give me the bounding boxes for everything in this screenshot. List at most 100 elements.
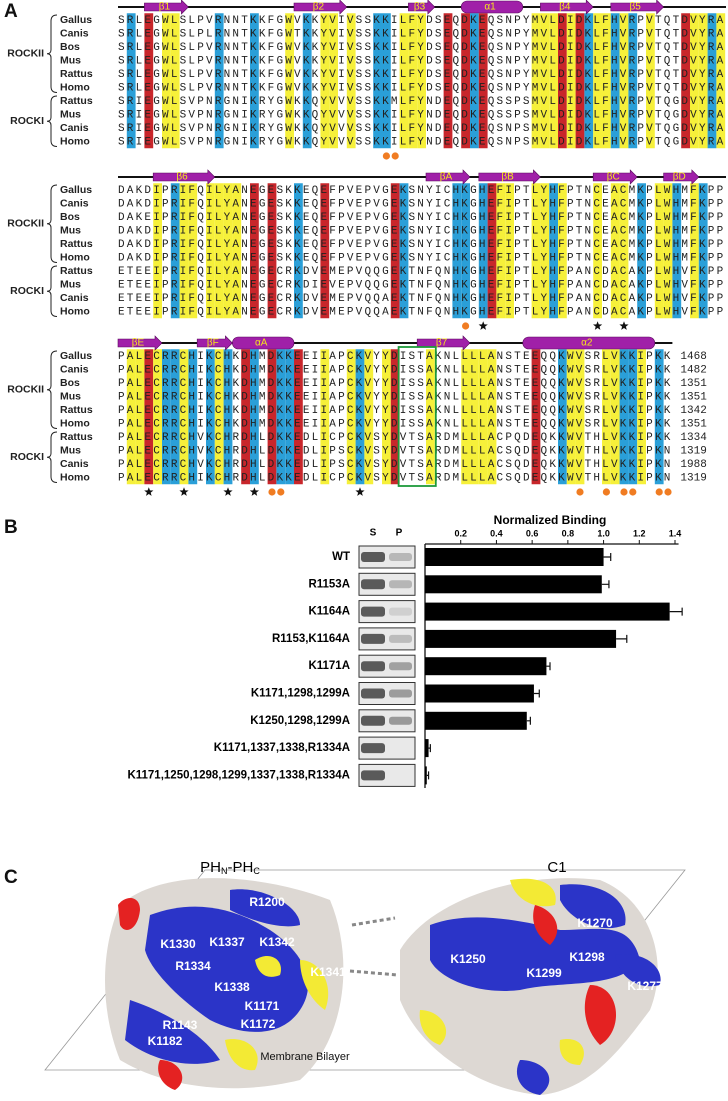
conserved-column (285, 13, 294, 149)
marker-star (249, 487, 259, 496)
conserved-column (707, 13, 717, 149)
species-name: Mus (60, 390, 81, 402)
species-name: Gallus (60, 14, 92, 26)
species-name: Bos (60, 41, 80, 53)
marker-star (593, 321, 603, 330)
conserved-column (505, 183, 514, 319)
conserved-column (584, 13, 594, 149)
highlight-box (397, 346, 437, 487)
gel-band (389, 607, 412, 616)
conserved-column (452, 183, 462, 319)
marker-star (144, 487, 154, 496)
marker-dot (391, 152, 399, 160)
strand-arrow (592, 169, 638, 185)
c1-domain-surface (400, 878, 661, 1095)
conserved-column (232, 183, 242, 319)
species-name: Mus (60, 54, 81, 66)
group-name: ROCKI (10, 451, 44, 463)
helix (522, 336, 656, 350)
conserved-column (716, 13, 726, 149)
marker-dot (462, 322, 470, 330)
residue-label: R1334 (175, 959, 211, 973)
residue-number: 1351 (680, 391, 707, 403)
helix (460, 0, 524, 14)
conserved-column (610, 183, 620, 319)
species-name: Canis (60, 363, 89, 375)
gel-band (389, 553, 412, 561)
bar (425, 602, 670, 621)
residue-number: 1482 (680, 364, 706, 376)
gel-band (361, 688, 385, 699)
residue-number: 1342 (680, 405, 706, 417)
gel-frame (358, 627, 416, 651)
title-part: N (221, 866, 228, 876)
gel-band (361, 661, 385, 672)
error-bar (546, 662, 551, 671)
marker-dot (620, 488, 628, 496)
helix (232, 336, 295, 350)
sequence: DAKDIPRIFQILYANEGESKKEQEFPVEPVGEKSNYICHK… (118, 225, 724, 237)
conserved-column (276, 349, 286, 485)
sequence: ETEEIPRIFQILYANEGECRKDVEMEPVQQAEKTNFQNHK… (118, 306, 724, 318)
species-name: Rattus (60, 265, 93, 277)
sequence: SRIEGWLSVPNRGNIKRYGWKKQYVVVSSKKILFYNDEQD… (118, 123, 724, 135)
sequence: SRLEGWLSLPVRNNTKKFGWVKKYVIVSSKKILFYDSEQD… (118, 82, 724, 94)
species-name: Rattus (60, 95, 93, 107)
residue-label: K1172 (241, 1017, 276, 1031)
conserved-column (144, 13, 154, 149)
conserved-column (531, 13, 541, 149)
residue-label: K1277 (627, 979, 663, 993)
conserved-column (646, 13, 655, 149)
group-name: ROCKII (7, 384, 44, 396)
conserved-column (170, 183, 180, 319)
marker-dot (664, 488, 672, 496)
conserved-column (179, 183, 189, 319)
conserved-column (531, 183, 541, 319)
x-tick-label: 1.4 (669, 528, 682, 538)
marker-dot (576, 488, 584, 496)
residue-label: K1338 (214, 980, 250, 994)
conserved-column (241, 349, 250, 485)
conserved-column (461, 13, 470, 149)
category-label: R1153A (308, 578, 350, 590)
sequence: SRIEGWLSVPNRGNIKRYGWKKQYVVVSSKKILFYNDEQD… (118, 109, 724, 121)
x-axis-title: Normalized Binding (494, 513, 607, 527)
gel-frame (358, 545, 416, 569)
sequence: PALECRRCHVKCHRDHLDKKEDLIPSCKVSYDVTSARDML… (118, 445, 670, 457)
sequence: DAKDIPRIFQILYANEGESKKEQEFPVEPVGEKSNYICHK… (118, 185, 724, 197)
species-name: Canis (60, 197, 89, 209)
conserved-column (558, 13, 567, 149)
conserved-column (417, 13, 426, 149)
sequence: PALECRRCHIKCHRDHLDKKEDLICPCKVSYDVTSARDML… (118, 472, 670, 484)
species-name: Canis (60, 292, 89, 304)
gel-band (361, 770, 385, 781)
conserved-column (619, 183, 629, 319)
sequence: SRLEGWLSLPVRNNTKKFGWVKKYVIVSSKKILFYDSEQD… (118, 55, 724, 67)
strand-arrow (196, 335, 233, 351)
gel-band (361, 743, 385, 754)
panel-label: C (4, 867, 18, 888)
gel-band (389, 689, 412, 698)
conserved-column (540, 183, 550, 319)
sequence: ETEEIPRIFQILYANEGECRKDIEVEPVQQGEKTNFQNHK… (118, 279, 724, 291)
conserved-column (188, 349, 198, 485)
species-name: Mus (60, 108, 81, 120)
conserved-column (637, 349, 646, 485)
conserved-column (214, 13, 224, 149)
structure-label: β7 (436, 338, 448, 349)
structure-label: βC (607, 172, 620, 183)
sequence: PALECRRCHVKCHRDHLDKKEDLICPCKVSYDVTSARDML… (118, 432, 671, 444)
conserved-column (355, 349, 365, 485)
conserved-column (399, 183, 409, 319)
linker (351, 916, 396, 927)
conserved-column (610, 13, 620, 149)
conserved-column (364, 349, 374, 485)
x-tick-label: 0.2 (454, 528, 467, 538)
error-bar (603, 553, 612, 561)
domain-title: C1 (547, 859, 566, 876)
conserved-column (602, 349, 611, 485)
residue-number: 1988 (680, 459, 706, 471)
conserved-column (619, 349, 629, 485)
conserved-column (496, 183, 506, 319)
sequence: DAKDIPRIFQILYANEGESKKEQEFPVEPVGEKSNYICHK… (118, 239, 724, 251)
